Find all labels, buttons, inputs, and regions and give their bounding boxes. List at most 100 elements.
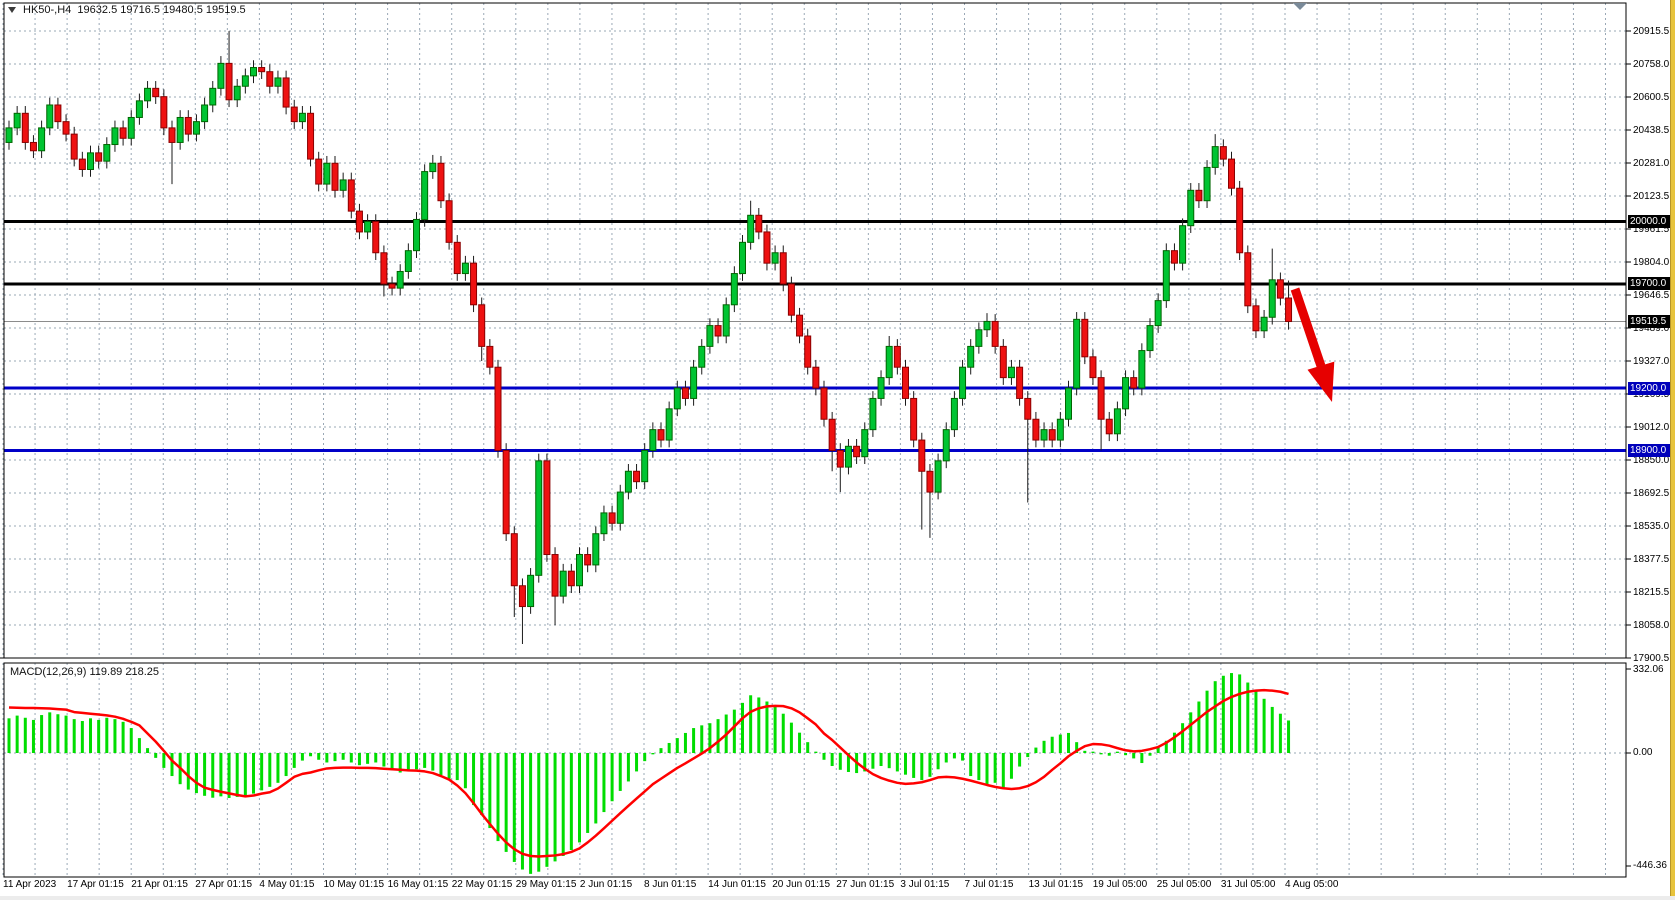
candle[interactable] [576,554,583,587]
candle[interactable] [893,345,901,368]
candle[interactable] [722,304,730,337]
candle[interactable] [600,512,608,535]
candle[interactable] [1236,187,1244,254]
candle[interactable] [355,210,363,233]
candle[interactable] [421,171,429,220]
candle[interactable] [380,252,388,285]
candle[interactable] [567,570,575,587]
candle[interactable] [429,162,437,173]
candle[interactable] [535,460,543,576]
candle[interactable] [616,491,624,524]
trend-arrow-shaft[interactable] [1290,287,1326,368]
candle[interactable] [323,162,331,185]
candle[interactable] [1073,318,1081,389]
candle[interactable] [87,152,94,171]
candle[interactable] [502,449,510,535]
candle[interactable] [95,152,103,162]
candle[interactable] [331,162,339,191]
candle[interactable] [225,62,233,101]
candle[interactable] [844,445,852,468]
candle[interactable] [364,221,372,233]
candle[interactable] [347,179,355,212]
candle[interactable] [796,314,804,337]
candle[interactable] [584,554,592,566]
candle[interactable] [959,366,967,399]
candle[interactable] [315,158,323,185]
candle[interactable] [250,67,257,77]
candle[interactable] [209,87,217,106]
candle[interactable] [241,75,249,87]
candle[interactable] [176,116,184,143]
candle[interactable] [779,252,787,285]
candle[interactable] [714,325,722,337]
candle[interactable] [1048,429,1056,441]
candle[interactable] [282,77,290,108]
candle[interactable] [62,121,70,135]
candle[interactable] [559,570,567,597]
candle[interactable] [641,449,649,483]
candle[interactable] [771,252,779,264]
candle[interactable] [1032,418,1040,441]
candle[interactable] [624,470,632,493]
candle[interactable] [1162,250,1170,302]
candle[interactable] [1203,166,1211,202]
candle[interactable] [804,335,812,368]
candle[interactable] [763,231,771,264]
candle[interactable] [1056,418,1064,441]
candle[interactable] [339,179,347,191]
candle[interactable] [665,408,673,441]
candle[interactable] [135,100,143,118]
candle[interactable] [372,221,380,254]
candle[interactable] [1040,429,1048,441]
candle[interactable] [657,429,665,441]
candle[interactable] [184,116,192,135]
candle[interactable] [633,470,641,483]
candle[interactable] [673,387,681,410]
candle[interactable] [404,250,412,272]
candle[interactable] [934,460,942,493]
candle[interactable] [543,460,551,556]
trend-arrow-head[interactable] [1307,361,1335,402]
candle[interactable] [478,304,486,347]
candle[interactable] [1024,397,1032,420]
candle[interactable] [747,214,755,243]
candle[interactable] [103,144,111,162]
candle[interactable] [1105,418,1113,435]
candle[interactable] [1187,189,1195,227]
candle[interactable] [999,345,1007,379]
candle[interactable] [698,345,706,368]
candle[interactable] [967,345,975,368]
candle[interactable] [991,320,999,347]
candle[interactable] [1179,225,1187,264]
candle[interactable] [1007,366,1015,379]
candle[interactable] [1268,279,1276,318]
candle[interactable] [812,366,820,389]
candle[interactable] [787,283,795,316]
candle[interactable] [111,127,119,146]
candle[interactable] [5,127,13,143]
candle[interactable] [1228,158,1235,189]
candle[interactable] [1219,146,1227,160]
candle[interactable] [13,112,21,129]
candle[interactable] [152,87,160,98]
candle[interactable] [437,162,445,202]
candle[interactable] [1130,377,1138,389]
candle[interactable] [1089,356,1097,379]
candle[interactable] [29,141,37,152]
candle[interactable] [38,127,46,152]
candle[interactable] [1122,377,1130,410]
candle[interactable] [486,345,494,368]
candle[interactable] [518,585,526,608]
candle[interactable] [1097,377,1105,420]
symbol-dropdown-icon[interactable] [8,7,16,14]
candle[interactable] [1285,297,1293,323]
candle[interactable] [201,104,209,123]
candle[interactable] [119,127,127,139]
candle[interactable] [1113,408,1121,435]
candle[interactable] [274,77,282,87]
candle[interactable] [828,418,836,451]
candle[interactable] [144,87,152,102]
candle[interactable] [869,397,877,431]
candle[interactable] [739,241,746,275]
candle[interactable] [21,112,29,143]
